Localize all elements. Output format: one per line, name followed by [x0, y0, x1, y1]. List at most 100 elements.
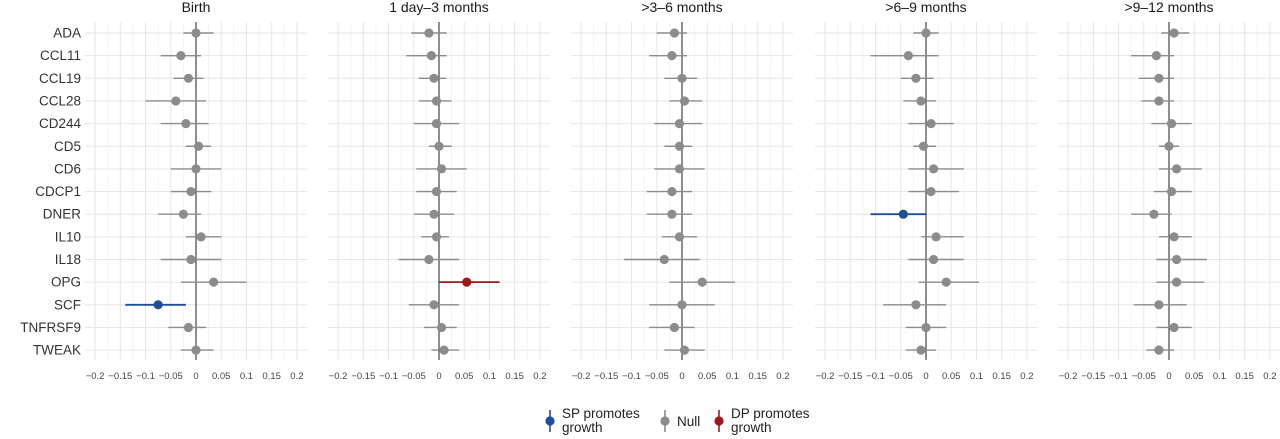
facet-panel: >3–6 months −0.2 −0.15 −0.1 −0.05 0 0.05 0.1 0.1…: [571, 0, 793, 382]
point-cd6: [436, 164, 447, 174]
facet-title: >9–12 months: [1124, 0, 1213, 15]
legend-label: Null: [677, 414, 700, 429]
x-tick-label: 0.05: [1185, 371, 1204, 382]
protein-label: OPG: [51, 275, 81, 290]
x-tick-label: 0: [679, 371, 684, 382]
point-scf: [677, 300, 687, 310]
point-cdcp1: [186, 186, 196, 197]
x-tick-label: 0.05: [942, 371, 961, 382]
protein-label: SCF: [54, 297, 81, 312]
point-cd244: [431, 119, 442, 129]
legend-item-null: Null: [660, 410, 700, 432]
x-tick-label: −0.05: [159, 371, 183, 382]
protein-label: CD5: [54, 139, 81, 154]
x-tick-label: −0.05: [889, 371, 913, 382]
protein-label: CDCP1: [35, 184, 81, 199]
point-cd6: [928, 164, 939, 174]
point-cd5: [434, 141, 444, 151]
x-tick-label: −0.05: [402, 371, 426, 382]
point-il10: [1169, 232, 1179, 242]
point-il18: [659, 254, 669, 265]
facet-panel: >9–12 months −0.2 −0.15 −0.1 −0.05 0 0.05 0.1 0.…: [1058, 0, 1280, 382]
point-tweak: [191, 345, 201, 355]
facet-panel: 1 day–3 months −0.2 −0.15 −0.1 −0.05 0 0.05 0.1…: [328, 0, 550, 382]
point-cd5: [193, 141, 204, 151]
point-ccl19: [1154, 73, 1164, 83]
point-ccl28: [679, 96, 690, 106]
point-ccl19: [911, 73, 921, 83]
legend-label: growth: [731, 420, 772, 435]
point-ccl28: [431, 96, 442, 106]
point-ada: [921, 28, 931, 38]
x-tick-label: 0: [923, 371, 928, 382]
point-tweak: [679, 345, 690, 355]
point-il10: [196, 232, 206, 242]
point-il10: [431, 232, 442, 242]
legend-label: DP promotes: [731, 406, 810, 421]
point-dner: [178, 209, 188, 219]
point-il18: [928, 254, 939, 265]
x-tick-label: 0.15: [748, 371, 767, 382]
point-cd5: [1164, 141, 1174, 151]
point-il18: [424, 254, 434, 265]
facet-panels: Birth−0.2 −0.15 −0.1 −0.05 0 0.05 0.1 0.15 0.21 …: [85, 0, 1280, 382]
point-cd5: [674, 141, 685, 151]
facet-title: >3–6 months: [641, 0, 722, 15]
point-ccl19: [183, 73, 194, 83]
point-cd6: [191, 164, 201, 174]
point-ccl28: [916, 96, 926, 106]
x-tick-label: 0.2: [776, 371, 789, 382]
x-tick-label: −0.2: [86, 371, 105, 382]
protein-label: CD244: [39, 116, 82, 131]
protein-label: TWEAK: [33, 343, 81, 358]
x-tick-label: 0: [193, 371, 198, 382]
point-scf: [1154, 300, 1164, 310]
point-ccl11: [176, 51, 186, 61]
facet-title: 1 day–3 months: [389, 0, 489, 15]
point-ccl11: [1151, 51, 1161, 61]
x-tick-label: 0.05: [455, 371, 474, 382]
point-cdcp1: [926, 186, 936, 197]
point-il18: [186, 254, 196, 265]
x-tick-label: −0.1: [622, 371, 641, 382]
protein-labels: ADA CCL11 CCL19 CCL28 CD244 CD5 CD6 CDCP1 DNER IL…: [20, 26, 81, 358]
x-tick-label: 0: [436, 371, 441, 382]
point-ada: [191, 28, 201, 38]
x-tick-label: 0.05: [212, 371, 231, 382]
point-cd244: [674, 119, 685, 129]
x-tick-label: −0.1: [136, 371, 155, 382]
point-dner: [898, 209, 908, 219]
point-tnfrsf9: [669, 322, 680, 333]
point-ccl19: [429, 73, 439, 83]
point-ccl28: [171, 96, 181, 106]
x-tick-label: −0.2: [329, 371, 348, 382]
protein-label: CCL28: [39, 93, 81, 108]
point-opg: [209, 277, 219, 287]
protein-label: ADA: [53, 26, 81, 41]
x-tick-label: 0.2: [1263, 371, 1276, 382]
x-tick-label: 0.15: [992, 371, 1011, 382]
facet-title: Birth: [182, 0, 211, 15]
protein-label: CCL11: [40, 48, 81, 63]
x-tick-label: −0.15: [351, 371, 375, 382]
legend-key-dot: [660, 416, 670, 426]
x-tick-label: 0.15: [262, 371, 281, 382]
x-tick-label: 0.1: [483, 371, 496, 382]
point-tweak: [439, 345, 449, 355]
point-ccl28: [1154, 96, 1164, 106]
point-cdcp1: [1166, 186, 1177, 197]
point-opg: [1171, 277, 1182, 287]
legend-label: SP promotes: [562, 406, 640, 421]
point-cd244: [181, 119, 191, 129]
legend-key-dot: [545, 416, 555, 426]
point-tnfrsf9: [436, 322, 447, 333]
point-ada: [669, 28, 680, 38]
point-cdcp1: [431, 186, 442, 197]
point-ccl19: [677, 73, 687, 83]
x-tick-label: 0.2: [533, 371, 546, 382]
facet-panel: >6–9 months −0.2 −0.15 −0.1 −0.05 0 0.05 0.1 0.1…: [815, 0, 1037, 382]
